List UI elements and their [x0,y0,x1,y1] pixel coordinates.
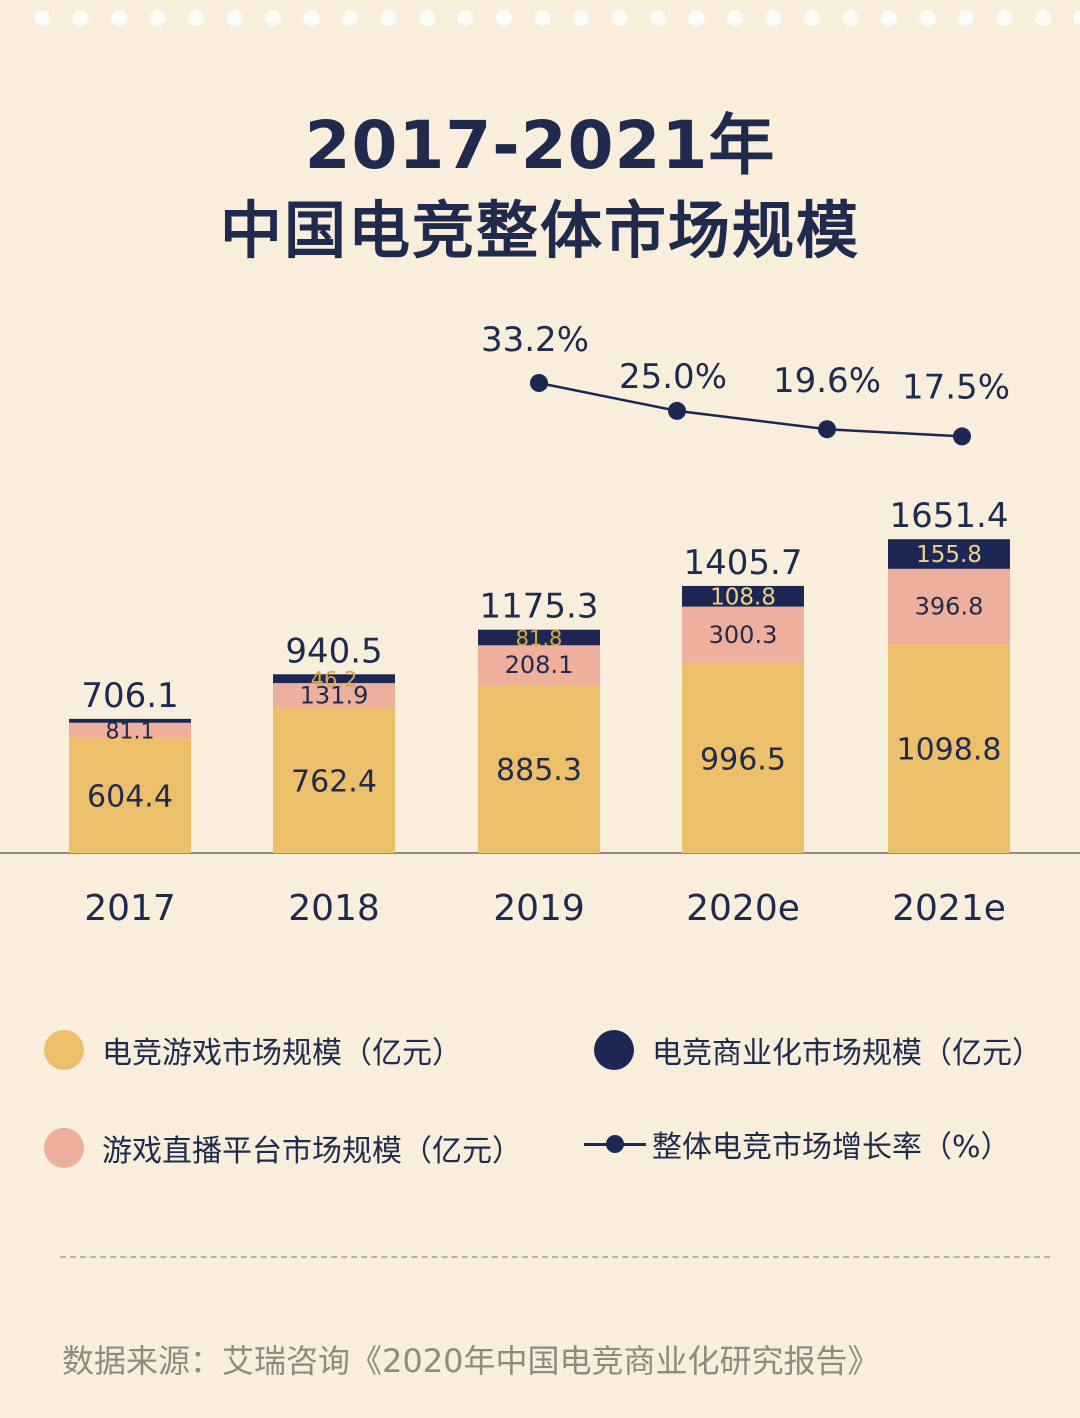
value-label-commercial: 108.8 [710,584,776,610]
decor-dot [727,10,743,26]
decor-dot [688,10,705,26]
decor-dot [842,10,859,26]
decor-dot [303,10,320,26]
legend-item-commercial: 电竞商业化市场规模（亿元） [594,1028,1042,1072]
chart-title-line2: 中国电竞整体市场规模 [219,194,860,267]
bar-segment-game [69,738,191,853]
bar-segment-live [273,683,395,709]
decor-dot [72,10,89,26]
legend-label-commercial: 电竞商业化市场规模（亿元） [652,1036,1042,1071]
legend-swatch-game [44,1030,84,1070]
growth-rate-label: 19.6% [773,361,881,401]
legend-item-live: 游戏直播平台市场规模（亿元） [44,1126,522,1170]
value-label-game: 1098.8 [897,733,1002,768]
bar-total-label: 1405.7 [684,543,803,583]
legend-label-game: 电竞游戏市场规模（亿元） [102,1036,462,1071]
decor-dot [380,10,397,26]
value-label-game: 996.5 [700,742,786,777]
data-source-note: 数据来源：艾瑞咨询《2020年中国电竞商业化研究报告》 [62,1342,880,1380]
bar-segment-commercial [478,629,600,646]
value-label-commercial: 46.2 [311,668,358,692]
bar-segment-game [478,684,600,853]
bar-segment-live [478,645,600,685]
decor-dot [1073,10,1080,26]
value-label-game: 604.4 [87,780,173,815]
legend-item-game: 电竞游戏市场规模（亿元） [44,1028,462,1072]
value-label-commercial: 81.8 [516,626,563,650]
bar-total-label: 706.1 [81,676,178,716]
legend-swatch-live [44,1128,84,1168]
bar-total-label: 1175.3 [480,587,599,627]
legend-swatch-commercial [594,1030,634,1070]
growth-rate-label: 17.5% [902,367,1010,407]
x-tick-label: 2018 [288,888,380,929]
legend-swatch-growth-line [584,1124,646,1164]
growth-rate-point [818,420,836,439]
value-label-commercial: 155.8 [916,542,982,568]
decor-dot [573,10,589,26]
decor-dot [496,10,512,26]
decor-dot [419,10,435,26]
decor-dot [111,10,127,26]
bar-segment-commercial [69,718,191,723]
legend-item-growth: 整体电竞市场增长率（%） [584,1122,1011,1166]
bar-segment-live [888,568,1010,645]
dashed-divider [60,1256,1050,1258]
chart-title-line1: 2017-2021年 [304,107,776,184]
value-label-live: 208.1 [505,651,574,679]
decorative-dot-border [34,10,1080,26]
x-tick-label: 2020e [686,888,800,929]
decor-dot [149,10,166,26]
decor-dot [804,10,820,26]
decor-dot [534,10,551,26]
bar-segment-game [682,663,804,853]
decor-dot [611,10,628,26]
decor-dot [650,10,666,26]
growth-rate-point [953,427,971,446]
x-tick-label: 2021e [892,888,1006,929]
decor-dot [919,10,936,26]
value-label-game: 885.3 [496,753,582,788]
bar-segment-live [69,722,191,739]
legend-label-live: 游戏直播平台市场规模（亿元） [102,1134,522,1169]
bar-segment-commercial [888,539,1010,569]
decor-dot [457,10,474,26]
value-label-live: 81.1 [106,719,155,744]
decor-dot [958,10,974,26]
growth-rate-point [668,401,686,420]
bar-total-label: 1651.4 [890,496,1009,536]
bar-segment-game [888,644,1010,853]
value-label-game: 762.4 [291,765,377,800]
decor-dot [1035,10,1051,26]
x-tick-label: 2017 [84,888,176,929]
decor-dot [265,10,281,26]
x-tick-label: 2019 [493,888,585,929]
growth-rate-line [538,381,963,438]
decor-dot [226,10,243,26]
decor-dot [188,10,204,26]
growth-rate-label: 33.2% [481,320,589,360]
decor-dot [34,10,50,26]
bar-segment-game [273,708,395,853]
growth-rate-label: 25.0% [619,357,727,397]
decor-dot [765,10,782,26]
bar-segment-commercial [682,585,804,607]
decor-dot [996,10,1013,26]
value-label-live: 131.9 [300,682,369,710]
value-label-live: 396.8 [915,593,984,621]
value-label-live: 300.3 [709,621,778,649]
legend-label-growth: 整体电竞市场增长率（%） [652,1130,1011,1165]
decor-dot [342,10,358,26]
bar-total-label: 940.5 [285,631,382,671]
decor-dot [881,10,897,26]
growth-rate-point [530,374,548,392]
bar-segment-commercial [273,674,395,684]
bar-segment-live [682,606,804,664]
